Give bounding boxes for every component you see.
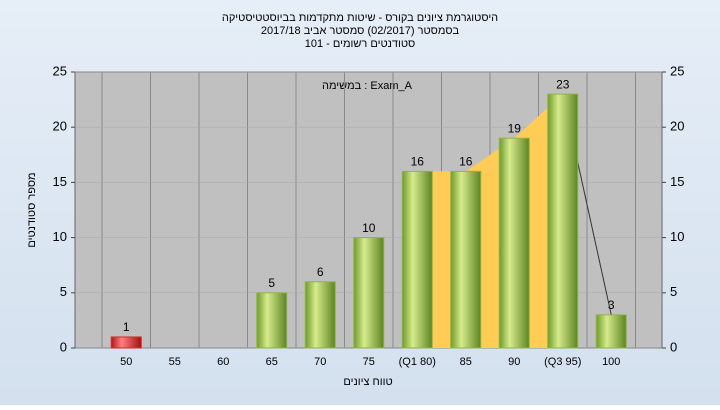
value-label: 1 (123, 320, 130, 334)
x-tick-label: 90 (508, 356, 520, 368)
annotation: במשימה : Exam_A (322, 80, 413, 92)
y-tick-label: 20 (53, 119, 67, 134)
value-label: 6 (317, 265, 324, 279)
chart-title: היסטוגרמת ציונים בקורס - שיטות מתקדמות ב… (222, 12, 498, 24)
bar (450, 170, 482, 349)
y-tick-label: 0 (60, 339, 67, 354)
value-label: 10 (362, 221, 376, 235)
y2-tick-label: 20 (670, 119, 684, 134)
x-tick-label: 75 (363, 356, 375, 368)
bar (595, 314, 627, 349)
bar (401, 170, 433, 349)
bar (304, 281, 336, 349)
x-tick-label: 55 (169, 356, 181, 368)
chart-subtitle: בסמסטר (02/2017) סמסטר אביב 2017/18 (261, 25, 460, 37)
y-tick-label: 10 (53, 229, 67, 244)
y2-tick-label: 10 (670, 229, 684, 244)
x-tick-label: 60 (217, 356, 229, 368)
x-tick-label: (Q1 80) (399, 356, 436, 368)
value-label: 5 (268, 276, 275, 290)
value-label: 16 (459, 155, 473, 169)
y2-tick-label: 15 (670, 174, 684, 189)
y2-tick-label: 0 (670, 339, 677, 354)
x-tick-label: (Q3 95) (544, 356, 581, 368)
y2-tick-label: 25 (670, 63, 684, 78)
value-label: 16 (411, 155, 425, 169)
bar (547, 93, 579, 349)
bar (256, 292, 288, 349)
y-tick-label: 5 (60, 284, 67, 299)
value-label: 19 (508, 121, 522, 135)
bar (110, 336, 142, 349)
x-tick-label: 50 (120, 356, 132, 368)
y2-tick-label: 5 (670, 284, 677, 299)
y-tick-label: 15 (53, 174, 67, 189)
value-label: 23 (556, 77, 570, 91)
bar (353, 237, 385, 349)
x-tick-label: 65 (266, 356, 278, 368)
y-tick-label: 25 (53, 63, 67, 78)
chart-subtitle: סטודנטים רשומים - 101 (305, 38, 416, 50)
x-tick-label: 70 (314, 356, 326, 368)
x-axis-label: טווח ציונים (343, 376, 392, 388)
value-label: 3 (608, 298, 615, 312)
bar (498, 137, 530, 349)
x-tick-label: 85 (460, 356, 472, 368)
y-axis-label: מספר סטודנטים (26, 172, 38, 247)
x-tick-label: 100 (602, 356, 620, 368)
quartile-area (402, 94, 578, 348)
